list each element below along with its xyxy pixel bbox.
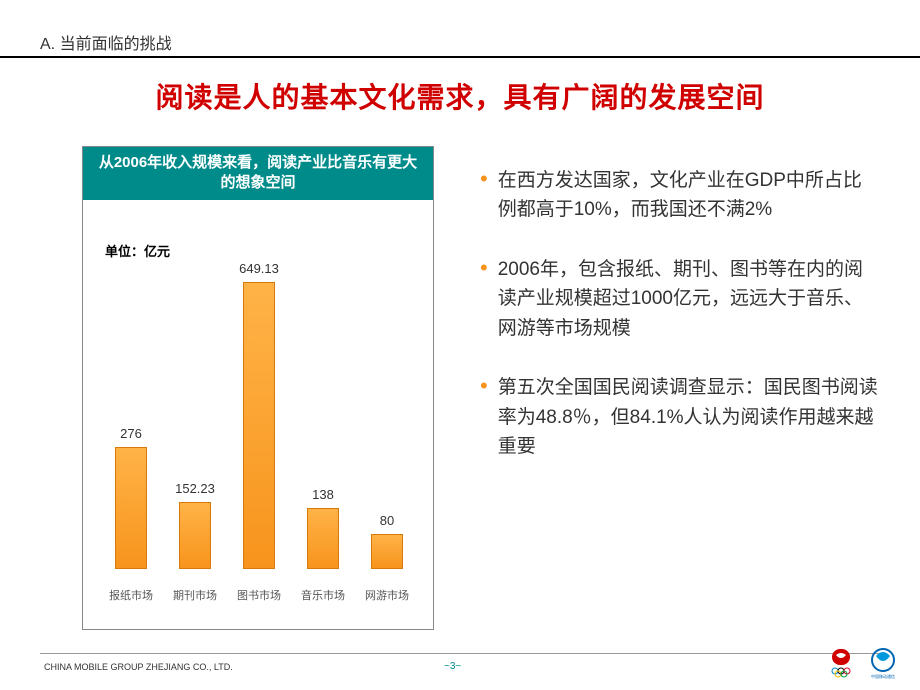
footer-page-number: ~3~ [444,661,461,672]
bar-value-label: 649.13 [219,261,299,276]
svg-text:中国移动通信: 中国移动通信 [871,673,895,679]
footer-divider [40,653,880,654]
bullet-icon: • [480,373,488,399]
bar-category-label: 期刊市场 [165,587,225,603]
chart-plot-area: 276报纸市场152.23期刊市场649.13图书市场138音乐市场80网游市场 [101,217,415,579]
bullet-icon: • [480,255,488,281]
bar [371,534,403,569]
list-item: • 2006年，包含报纸、期刊、图书等在内的阅读产业规模超过1000亿元，远远大于… [480,255,880,343]
bar-category-label: 图书市场 [229,587,289,603]
page-title: 阅读是人的基本文化需求，具有广阔的发展空间 [0,76,920,116]
chart-title: 从2006年收入规模来看，阅读产业比音乐有更大的想象空间 [83,147,433,200]
bullet-list: • 在西方发达国家，文化产业在GDP中所占比例都高于10%，而我国还不满2% • 20… [480,166,880,492]
bar-value-label: 80 [347,513,427,528]
bullet-text: 第五次全国国民阅读调查显示：国民图书阅读率为48.8％，但84.1%人认为阅读作… [498,373,880,461]
bar-value-label: 152.23 [155,481,235,496]
list-item: • 第五次全国国民阅读调查显示：国民图书阅读率为48.8％，但84.1%人认为阅读… [480,373,880,461]
list-item: • 在西方发达国家，文化产业在GDP中所占比例都高于10%，而我国还不满2% [480,166,880,225]
china-mobile-logo-icon: 中国移动通信 [866,646,900,680]
bar [179,502,211,569]
bar-category-label: 报纸市场 [101,587,161,603]
bar-value-label: 276 [91,426,171,441]
olympics-logo-icon [826,647,856,679]
bar [115,447,147,569]
bar-category-label: 网游市场 [357,587,417,603]
footer-logos: 中国移动通信 [826,646,900,680]
bullet-icon: • [480,166,488,192]
section-label: A. 当前面临的挑战 [40,30,172,54]
bar-chart: 从2006年收入规模来看，阅读产业比音乐有更大的想象空间 单位：亿元 276报纸… [82,146,434,630]
bar-value-label: 138 [283,487,363,502]
bullet-text: 2006年，包含报纸、期刊、图书等在内的阅读产业规模超过1000亿元，远远大于音… [498,255,880,343]
bar [243,282,275,569]
header-divider [0,56,920,58]
bar [307,508,339,569]
bar-category-label: 音乐市场 [293,587,353,603]
bullet-text: 在西方发达国家，文化产业在GDP中所占比例都高于10%，而我国还不满2% [498,166,880,225]
footer-company: CHINA MOBILE GROUP ZHEJIANG CO., LTD. [44,662,233,672]
